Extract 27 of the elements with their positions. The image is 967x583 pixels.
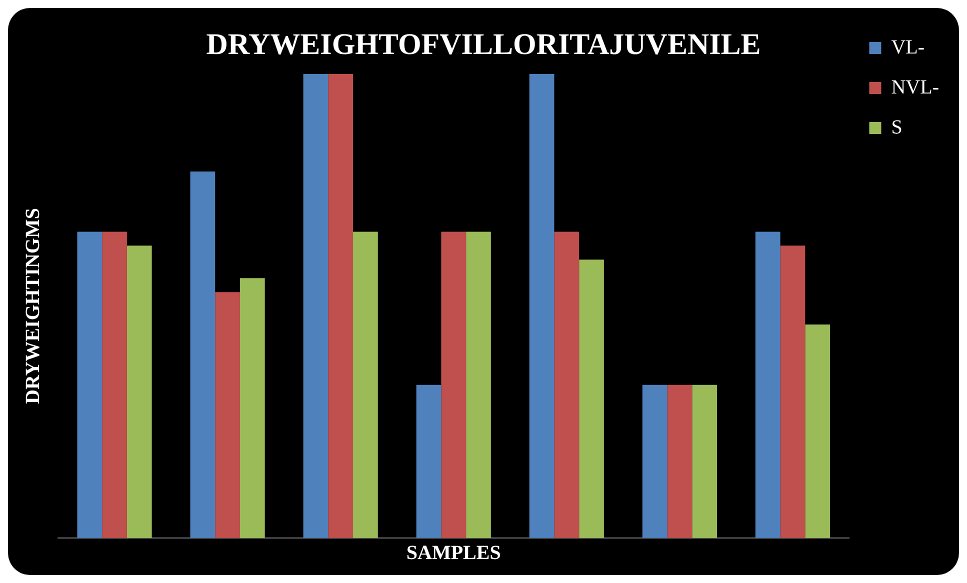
bar [554, 232, 580, 538]
bar [780, 246, 806, 538]
bar [642, 384, 668, 538]
legend-label: NVL- [891, 76, 939, 98]
legend-label: VL- [891, 36, 925, 58]
bar [667, 384, 692, 538]
bar [303, 74, 328, 538]
bar [416, 384, 442, 538]
bar [353, 232, 378, 538]
chart-title: DRYWEIGHTOFVILLORITAJUVENILE [206, 28, 761, 61]
bar [441, 232, 466, 538]
bar [755, 232, 780, 538]
x-axis-title: SAMPLES [406, 542, 501, 564]
legend-label: S [891, 116, 902, 138]
bar [240, 278, 265, 538]
bar [692, 384, 717, 538]
bar [328, 74, 354, 538]
bar [529, 74, 554, 538]
bar [190, 171, 216, 538]
bar [77, 232, 102, 538]
bar [466, 232, 491, 538]
bar [126, 246, 152, 538]
bar [579, 260, 604, 538]
bar [215, 292, 240, 538]
bar [102, 232, 127, 538]
y-axis-title: DRYWEIGHTINGMS [22, 208, 44, 404]
bar [805, 324, 830, 538]
